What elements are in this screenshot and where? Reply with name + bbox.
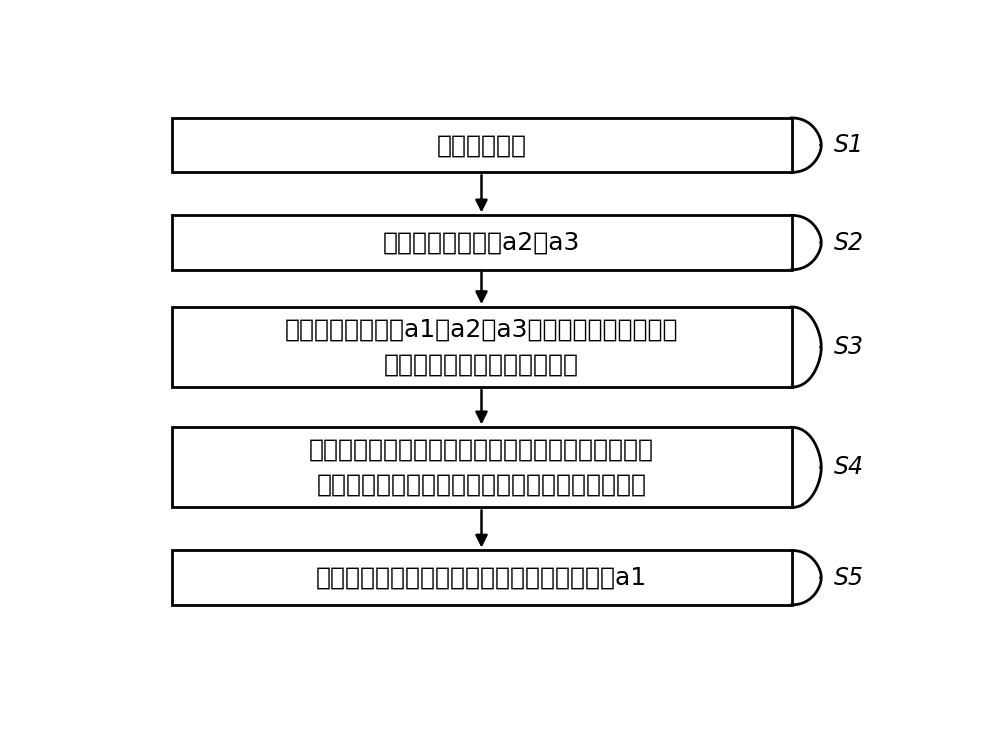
Text: S5: S5 <box>834 565 864 590</box>
Bar <box>172 551 792 605</box>
Text: S1: S1 <box>834 133 864 157</box>
Bar <box>172 427 792 507</box>
Text: S3: S3 <box>834 335 864 359</box>
Text: 根据综合辊径差方程求取使综合辊径差最小的a1: 根据综合辊径差方程求取使综合辊径差最小的a1 <box>316 565 647 590</box>
Text: 计算辊形方程中的a2、a3: 计算辊形方程中的a2、a3 <box>383 231 580 254</box>
Text: 根据辊形方程中的a1、a2、a3构建辊身两端辊径差方
程和辊身中部最大辊径差方程: 根据辊形方程中的a1、a2、a3构建辊身两端辊径差方 程和辊身中部最大辊径差方程 <box>285 318 678 376</box>
Text: 获取调节系数，根据调节系数、辊身两端辊径差方程
和辊身中部最大辊径差方程，构建综合辊径差方程: 获取调节系数，根据调节系数、辊身两端辊径差方程 和辊身中部最大辊径差方程，构建综… <box>309 437 654 497</box>
Bar <box>172 118 792 173</box>
Text: S4: S4 <box>834 455 864 479</box>
Bar <box>172 307 792 387</box>
Text: 构建辊形方程: 构建辊形方程 <box>436 133 526 157</box>
Text: S2: S2 <box>834 231 864 254</box>
Bar <box>172 215 792 270</box>
